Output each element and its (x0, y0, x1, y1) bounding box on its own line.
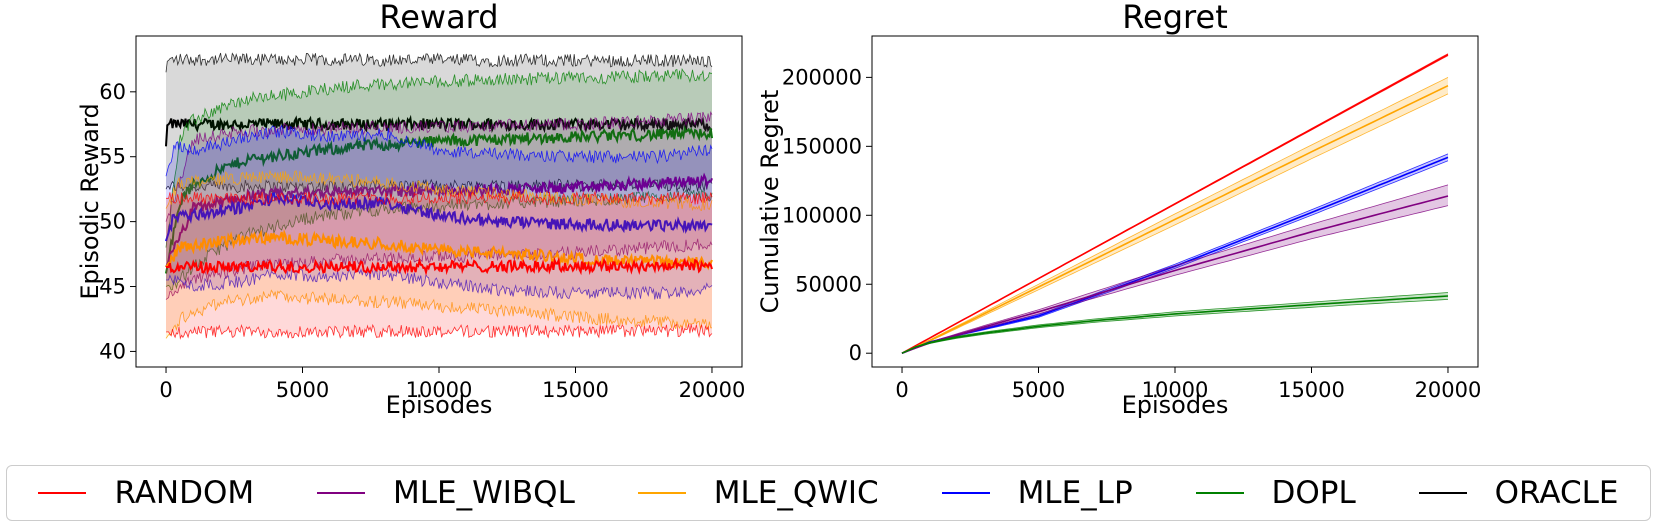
legend-swatch (317, 492, 366, 494)
oracle-mean-line (165, 114, 713, 147)
regret-plot-area (901, 53, 1449, 354)
dopl-lower-line (901, 299, 1449, 354)
legend-label: MLE_QWIC (713, 475, 879, 511)
mle-lp-lower-line (166, 266, 713, 301)
legend-swatch (941, 492, 990, 494)
mle-wibql-upper-line (901, 184, 1449, 354)
mle-qwic-upper-line (901, 77, 1449, 354)
random-mean-line (165, 256, 713, 277)
y-tick-label: 200000 (782, 65, 862, 89)
mle-lp-mean-line (901, 156, 1449, 354)
y-tick-label: 50000 (795, 272, 862, 296)
x-tick-label: 10000 (406, 378, 473, 402)
mle-wibql-lower-line (165, 238, 713, 300)
dopl-mean-line (165, 125, 713, 274)
mle-qwic-lower-line (901, 93, 1449, 354)
mle-qwic-lower-line (165, 289, 712, 339)
legend-item-oracle: ORACLE (1418, 475, 1619, 511)
dopl-upper-line (901, 292, 1449, 354)
mle-lp-upper-line (165, 124, 713, 177)
x-tick-label: 0 (159, 378, 172, 402)
y-axis-label: Cumulative Regret (756, 90, 784, 314)
dopl-std-band (166, 69, 712, 291)
legend-label: ORACLE (1494, 475, 1619, 511)
legend-swatch (1418, 492, 1467, 494)
mle-wibql-mean-line (901, 195, 1449, 354)
x-tick-label: 10000 (1142, 378, 1209, 402)
dopl-std-band (902, 292, 1448, 354)
y-tick-label: 0 (849, 341, 862, 365)
mle-qwic-upper-line (165, 169, 713, 212)
x-tick-label: 20000 (1415, 378, 1482, 402)
oracle-upper-line (165, 52, 713, 73)
x-axis-label: Episodes (1122, 391, 1229, 419)
y-tick-label: 100000 (782, 203, 862, 227)
regret-chart: 0 5000 10000 15000 2000005000010000015000020… (756, 0, 1481, 419)
legend-swatch (38, 492, 87, 494)
mle-wibql-std-band (166, 112, 712, 300)
dopl-upper-line (165, 68, 712, 248)
random-upper-line (166, 190, 713, 206)
random-mean-line (901, 53, 1449, 354)
y-tick-label: 60 (99, 80, 126, 104)
y-tick-label: 150000 (782, 134, 862, 158)
y-tick-label: 45 (99, 275, 126, 299)
legend-item-random: RANDOM (38, 475, 254, 511)
dopl-mean-line (901, 295, 1449, 354)
mle-lp-std-band (902, 153, 1448, 354)
legend-item-mle-qwic: MLE_QWIC (637, 475, 879, 511)
x-axis-label: Episodes (386, 391, 493, 419)
x-tick-label: 15000 (1278, 378, 1345, 402)
reward-chart: 0 5000 10000 15000 20000 40 45 50 55 60 Reward Epis… (76, 0, 745, 419)
mle-qwic-std-band (902, 77, 1448, 354)
mle-lp-upper-line (901, 153, 1449, 354)
x-tick-label: 0 (895, 378, 908, 402)
x-tick-label: 5000 (1012, 378, 1065, 402)
reward-plot-area (165, 52, 713, 340)
legend-swatch (637, 492, 686, 494)
legend-label: RANDOM (114, 475, 255, 511)
mle-lp-lower-line (901, 160, 1449, 354)
mle-wibql-upper-line (165, 111, 713, 222)
y-axis-label: Episodic Reward (76, 103, 104, 299)
chart-title: Regret (1122, 0, 1227, 36)
legend: RANDOM MLE_WIBQL MLE_QWIC MLE_LP DOPL ORACLE (6, 465, 1651, 521)
axes-frame (871, 35, 1479, 368)
x-tick-label: 20000 (679, 378, 746, 402)
mle-wibql-lower-line (901, 205, 1449, 354)
legend-label: MLE_WIBQL (393, 475, 575, 511)
legend-label: MLE_LP (1017, 475, 1133, 511)
legend-label: DOPL (1271, 475, 1356, 511)
legend-item-mle-lp: MLE_LP (941, 475, 1133, 511)
random-lower-line (165, 323, 713, 340)
legend-item-dopl: DOPL (1195, 475, 1356, 511)
legend-item-mle-wibql: MLE_WIBQL (317, 475, 575, 511)
mle-wibql-std-band (902, 184, 1448, 354)
dopl-lower-line (165, 188, 713, 291)
y-tick-label: 55 (99, 145, 126, 169)
legend-swatch (1195, 492, 1244, 494)
y-tick-label: 40 (99, 339, 126, 363)
chart-title: Reward (379, 0, 498, 36)
x-tick-label: 5000 (276, 378, 329, 402)
y-tick-label: 50 (99, 210, 126, 234)
mle-qwic-mean-line (901, 84, 1449, 354)
x-tick-label: 15000 (542, 378, 609, 402)
